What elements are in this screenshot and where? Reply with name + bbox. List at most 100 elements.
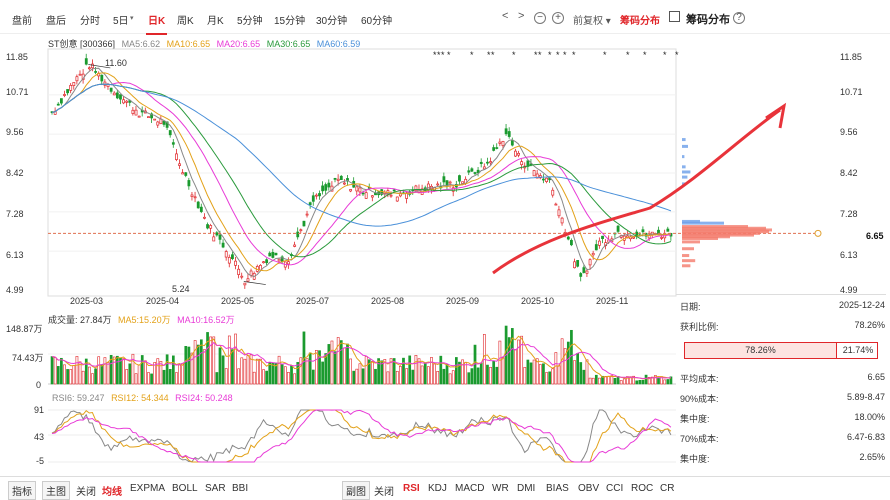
next-icon[interactable]: > xyxy=(518,10,525,22)
volume-bar xyxy=(88,366,91,385)
sar-button[interactable]: SAR xyxy=(205,483,226,494)
tab-weekly-k[interactable]: 周K xyxy=(177,16,194,27)
candle-body xyxy=(206,224,209,229)
candle-body xyxy=(87,67,91,70)
volume-bar xyxy=(333,351,337,385)
candle-body xyxy=(193,196,197,199)
volume-bar xyxy=(492,360,496,385)
main-close-button[interactable]: 关闭 xyxy=(76,487,96,498)
sub-close-button[interactable]: 关闭 xyxy=(374,487,394,498)
stock-name: ST创意 [300366] xyxy=(48,39,116,49)
volume-bar xyxy=(411,369,415,385)
volume-bar xyxy=(442,368,446,385)
tab-15min[interactable]: 15分钟 xyxy=(274,16,306,27)
volume-bar xyxy=(374,368,377,385)
tab-aftermarket[interactable]: 盘后 xyxy=(46,16,66,27)
candle-body xyxy=(535,173,539,179)
candle-body xyxy=(125,100,129,103)
kdj-button[interactable]: KDJ xyxy=(428,483,447,494)
candle-body xyxy=(532,170,536,177)
adjust-select[interactable]: 前复权 ▾ xyxy=(573,16,611,27)
candle-body xyxy=(448,181,452,184)
boll-button[interactable]: BOLL xyxy=(172,483,198,494)
volume-bar xyxy=(383,359,387,385)
zoom-in-icon[interactable]: + xyxy=(552,11,564,24)
candle-body xyxy=(346,178,349,182)
volume-bar xyxy=(495,366,499,385)
volume-bar xyxy=(78,361,82,385)
low-marker xyxy=(243,281,266,285)
volume-bar xyxy=(358,363,362,385)
candle-body xyxy=(501,141,505,147)
tab-monthly-k[interactable]: 月K xyxy=(207,16,224,27)
rsi-chart[interactable] xyxy=(0,402,680,468)
macd-button[interactable]: MACD xyxy=(455,483,485,494)
candle-body xyxy=(576,260,580,267)
candle-body xyxy=(545,177,548,182)
volume-bar xyxy=(669,376,673,385)
candle-body xyxy=(342,182,346,185)
rsi-axis-min: -5 xyxy=(36,456,45,466)
chip-bar xyxy=(682,240,700,244)
chip-distribution-button[interactable]: 筹码分布 xyxy=(620,16,660,27)
ma10-line xyxy=(51,72,671,272)
candle-body xyxy=(296,231,300,238)
indicator-tab[interactable]: 指标 xyxy=(8,481,36,500)
expma-button[interactable]: EXPMA xyxy=(130,483,166,494)
tab-5day[interactable]: 5日 xyxy=(113,16,129,27)
tab-5min[interactable]: 5分钟 xyxy=(237,16,263,27)
sub-chart-tab[interactable]: 副图 xyxy=(342,481,370,500)
candle-body xyxy=(243,282,247,286)
event-marker: * xyxy=(572,50,576,60)
high-annotation: 11.60 xyxy=(105,58,127,68)
wr-button[interactable]: WR xyxy=(492,483,509,494)
profit-row: 获利比例: 78.26% xyxy=(680,320,885,332)
zoom-out-icon[interactable]: − xyxy=(534,11,546,24)
tab-30min[interactable]: 30分钟 xyxy=(316,16,348,27)
tab-daily-k[interactable]: 日K xyxy=(145,12,168,35)
dmi-button[interactable]: DMI xyxy=(517,483,536,494)
candle-body xyxy=(190,194,194,197)
tab-intraday[interactable]: 分时 xyxy=(80,16,100,27)
help-icon[interactable]: ? xyxy=(733,11,745,24)
candle-body xyxy=(361,192,365,195)
volume-bar xyxy=(69,369,73,385)
volume-bar xyxy=(545,372,548,385)
volume-chart[interactable] xyxy=(0,322,680,388)
volume-bar xyxy=(203,349,206,385)
cr-button[interactable]: CR xyxy=(660,483,675,494)
candle-body xyxy=(514,150,517,157)
main-chart-tab[interactable]: 主图 xyxy=(42,481,70,500)
tab-60min[interactable]: 60分钟 xyxy=(361,16,393,27)
volume-bar xyxy=(613,377,617,385)
event-marker: * xyxy=(491,50,495,60)
candle-body xyxy=(554,203,558,206)
candle-body xyxy=(106,84,110,87)
volume-bar xyxy=(305,358,309,385)
rsi-button[interactable]: RSI xyxy=(403,483,420,494)
volume-bar xyxy=(423,362,427,385)
panel-toggle-icon[interactable] xyxy=(669,11,680,22)
chevron-down-icon[interactable]: ▾ xyxy=(130,15,134,22)
volume-bar xyxy=(156,358,160,385)
bbi-button[interactable]: BBI xyxy=(232,483,249,494)
cci-button[interactable]: CCI xyxy=(606,483,624,494)
volume-bar xyxy=(427,366,430,385)
candle-body xyxy=(175,153,178,160)
volume-bar xyxy=(153,362,157,385)
obv-button[interactable]: OBV xyxy=(578,483,600,494)
bias-button[interactable]: BIAS xyxy=(546,483,569,494)
candlestick-chart[interactable]: * * * * * * * * * * * * * * * * * * * xyxy=(0,48,890,308)
roc-button[interactable]: ROC xyxy=(631,483,654,494)
tab-premarket[interactable]: 盘前 xyxy=(12,16,32,27)
volume-bar xyxy=(467,372,471,385)
candle-body xyxy=(112,92,116,96)
ma-button[interactable]: 均线 xyxy=(102,487,122,498)
volume-bar xyxy=(650,376,654,385)
candle-body xyxy=(551,189,555,196)
prev-icon[interactable]: < xyxy=(502,10,509,22)
volume-bar xyxy=(116,355,119,385)
volume-bar xyxy=(75,356,79,385)
volume-bar xyxy=(97,356,101,385)
volume-bar xyxy=(271,362,275,385)
